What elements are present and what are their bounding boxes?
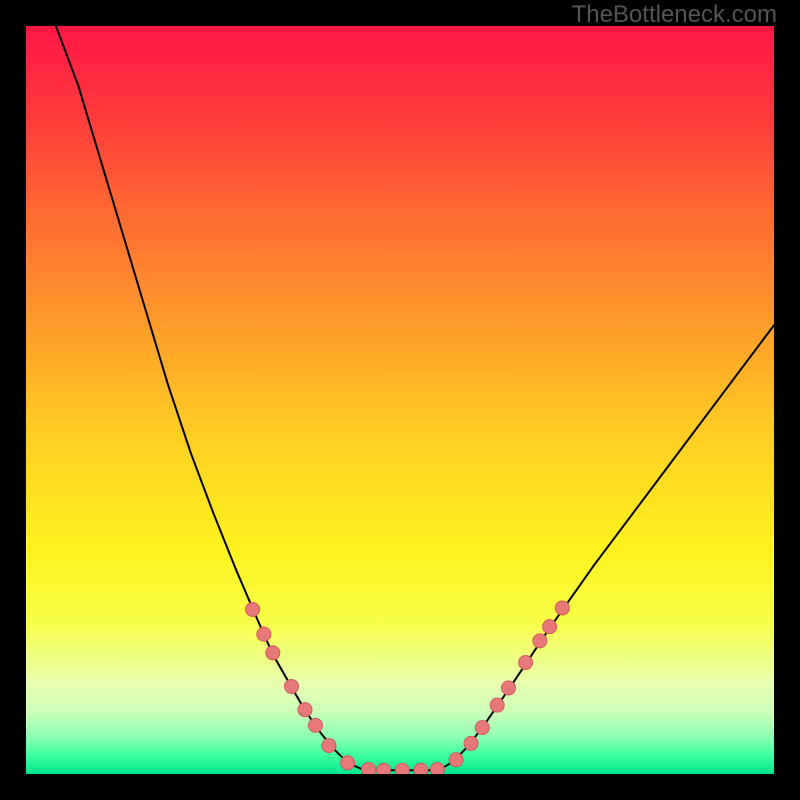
stage: TheBottleneck.com [0,0,800,800]
watermark-text: TheBottleneck.com [572,1,777,29]
outer-black-frame [0,0,800,800]
